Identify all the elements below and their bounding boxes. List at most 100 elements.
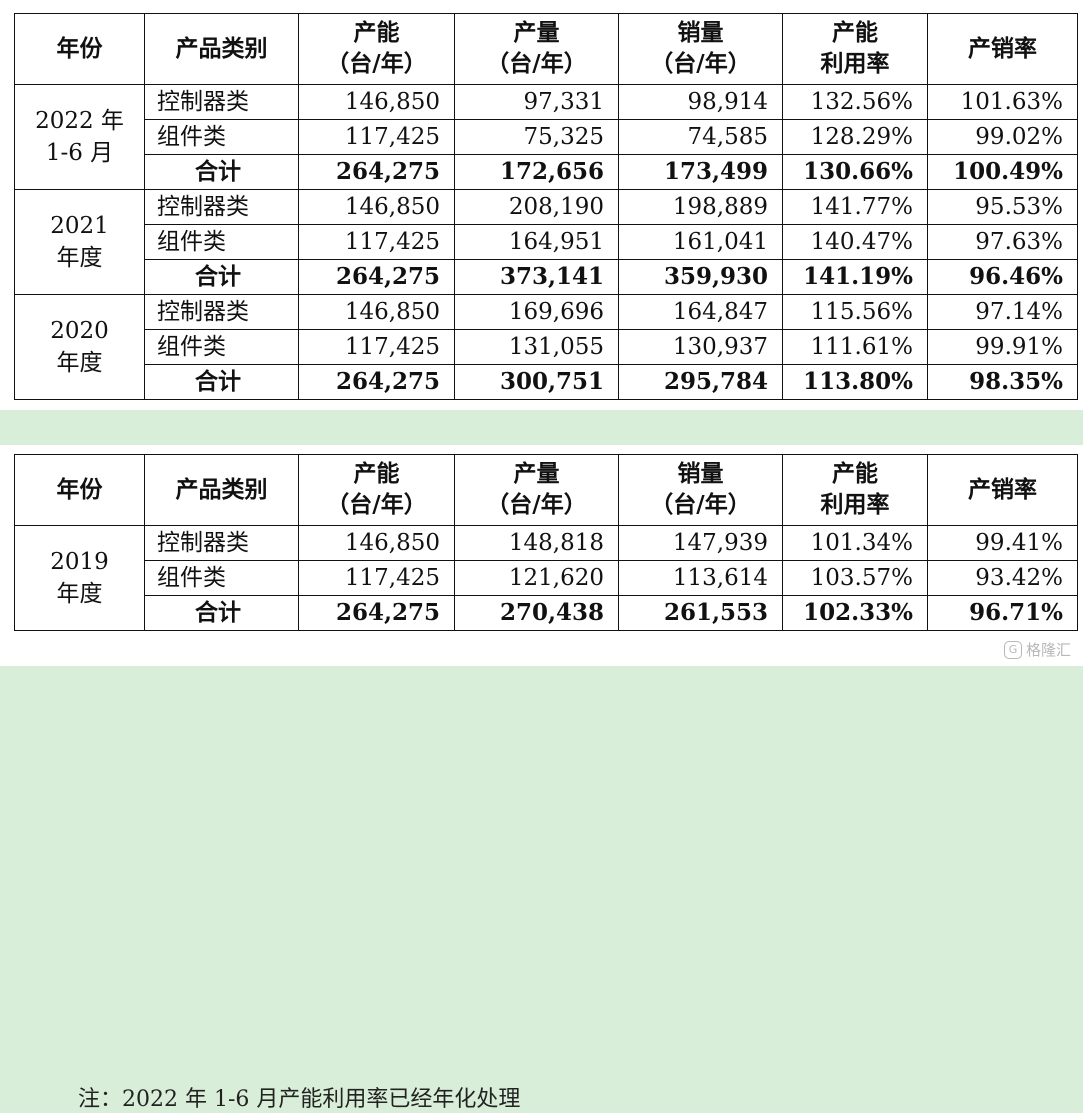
output-cell: 373,141 — [454, 259, 619, 295]
header-category: 产品类别 — [144, 454, 299, 526]
utilization-cell: 130.66% — [782, 154, 928, 190]
table-row: 2021 年度 控制器类 146,850 208,190 198,889 141.77% 95… — [14, 189, 1078, 295]
header-sales: 销量 （台/年） — [618, 454, 783, 526]
capacity-table-2020-2022: 年份 产品类别 产能 （台/年） 产量 （台/年） 销量 （台/年） 产能 利用率 产销… — [14, 13, 1078, 400]
header-utilization: 产能 利用率 — [782, 454, 928, 526]
sales-cell: 161,041 — [618, 224, 783, 260]
total-row: 合计 264,275 373,141 359,930 141.19% 96.46% — [15, 259, 1078, 295]
header-year: 年份 — [14, 454, 145, 526]
header-utilization: 产能 利用率 — [782, 13, 928, 85]
total-row: 合计 264,275 172,656 173,499 130.66% 100.49% — [15, 154, 1078, 190]
utilization-cell: 132.56% — [782, 84, 928, 120]
capacity-cell: 264,275 — [298, 595, 455, 631]
sales-cell: 295,784 — [618, 364, 783, 400]
sales-cell: 98,914 — [618, 84, 783, 120]
utilization-cell: 101.34% — [782, 525, 928, 561]
category-cell: 合计 — [144, 595, 299, 631]
sell-through-cell: 98.35% — [927, 364, 1078, 400]
utilization-cell: 140.47% — [782, 224, 928, 260]
category-cell: 合计 — [144, 364, 299, 400]
sell-through-cell: 97.14% — [927, 294, 1078, 330]
sell-through-cell: 99.41% — [927, 525, 1078, 561]
capacity-cell: 117,425 — [298, 224, 455, 260]
table-row: 组件类 117,425 121,620 113,614 103.57% 93.42% — [15, 560, 1078, 596]
capacity-cell: 264,275 — [298, 259, 455, 295]
sales-cell: 359,930 — [618, 259, 783, 295]
capacity-cell: 146,850 — [298, 84, 455, 120]
header-capacity: 产能 （台/年） — [298, 454, 455, 526]
table-panel-top: 年份 产品类别 产能 （台/年） 产量 （台/年） 销量 （台/年） 产能 利用率 产销… — [0, 0, 1083, 410]
table-row: 2022 年 1-6 月控制器类 146,850 97,331 98,914 132.56… — [14, 84, 1078, 190]
sell-through-cell: 95.53% — [927, 189, 1078, 225]
category-cell: 控制器类 — [144, 84, 299, 120]
sell-through-cell: 101.63% — [927, 84, 1078, 120]
table-row: 组件类 117,425 164,951 161,041 140.47% 97.63% — [15, 224, 1078, 260]
utilization-cell: 111.61% — [782, 329, 928, 365]
utilization-cell: 141.77% — [782, 189, 928, 225]
output-cell: 131,055 — [454, 329, 619, 365]
footnote: 注：2022 年 1-6 月产能利用率已经年化处理 — [78, 1087, 521, 1112]
table-row: 组件类 117,425 131,055 130,937 111.61% 99.91% — [15, 329, 1078, 365]
utilization-cell: 113.80% — [782, 364, 928, 400]
total-row: 合计 264,275 270,438 261,553 102.33% 96.71% — [15, 595, 1078, 631]
utilization-cell: 141.19% — [782, 259, 928, 295]
header-row: 年份 产品类别 产能 （台/年） 产量 （台/年） 销量 （台/年） 产能 利用率 产销… — [14, 454, 1078, 526]
table-row: 组件类 117,425 75,325 74,585 128.29% 99.02% — [15, 119, 1078, 155]
sales-cell: 164,847 — [618, 294, 783, 330]
output-cell: 169,696 — [454, 294, 619, 330]
utilization-cell: 102.33% — [782, 595, 928, 631]
capacity-cell: 117,425 — [298, 119, 455, 155]
header-output: 产量 （台/年） — [454, 454, 619, 526]
output-cell: 148,818 — [454, 525, 619, 561]
utilization-cell: 115.56% — [782, 294, 928, 330]
category-cell: 组件类 — [144, 224, 299, 260]
sell-through-cell: 99.02% — [927, 119, 1078, 155]
capacity-cell: 146,850 — [298, 525, 455, 561]
year-cell: 2022 年 1-6 月 — [14, 84, 145, 190]
capacity-cell: 146,850 — [298, 189, 455, 225]
capacity-cell: 117,425 — [298, 560, 455, 596]
sales-cell: 113,614 — [618, 560, 783, 596]
header-sell-through: 产销率 — [927, 454, 1078, 526]
utilization-cell: 103.57% — [782, 560, 928, 596]
total-row: 合计 264,275 300,751 295,784 113.80% 98.35% — [15, 364, 1078, 400]
output-cell: 172,656 — [454, 154, 619, 190]
sales-cell: 74,585 — [618, 119, 783, 155]
sell-through-cell: 93.42% — [927, 560, 1078, 596]
sales-cell: 261,553 — [618, 595, 783, 631]
category-cell: 组件类 — [144, 119, 299, 155]
category-cell: 控制器类 — [144, 525, 299, 561]
capacity-cell: 146,850 — [298, 294, 455, 330]
output-cell: 164,951 — [454, 224, 619, 260]
header-row: 年份 产品类别 产能 （台/年） 产量 （台/年） 销量 （台/年） 产能 利用率 产销… — [14, 13, 1078, 85]
header-output: 产量 （台/年） — [454, 13, 619, 85]
header-year: 年份 — [14, 13, 145, 85]
table-panel-bottom: 年份 产品类别 产能 （台/年） 产量 （台/年） 销量 （台/年） 产能 利用率 产销… — [0, 445, 1083, 1112]
year-cell: 2019 年度 — [14, 525, 145, 631]
sell-through-cell: 96.46% — [927, 259, 1078, 295]
capacity-cell: 264,275 — [298, 364, 455, 400]
table-body: 2022 年 1-6 月控制器类 146,850 97,331 98,914 132.56… — [14, 84, 1078, 400]
category-cell: 控制器类 — [144, 189, 299, 225]
category-cell: 合计 — [144, 154, 299, 190]
capacity-table-2019: 年份 产品类别 产能 （台/年） 产量 （台/年） 销量 （台/年） 产能 利用率 产销… — [14, 454, 1078, 631]
header-capacity: 产能 （台/年） — [298, 13, 455, 85]
table-row: 2019 年度 控制器类 146,850 148,818 147,939 101.34% 99… — [14, 525, 1078, 631]
sell-through-cell: 99.91% — [927, 329, 1078, 365]
sales-cell: 147,939 — [618, 525, 783, 561]
sales-cell: 130,937 — [618, 329, 783, 365]
header-category: 产品类别 — [144, 13, 299, 85]
year-cell: 2021 年度 — [14, 189, 145, 295]
header-sales: 销量 （台/年） — [618, 13, 783, 85]
table-body: 2019 年度 控制器类 146,850 148,818 147,939 101.34% 99… — [14, 525, 1078, 631]
watermark: G 格隆汇 — [1003, 639, 1071, 660]
watermark-text: 格隆汇 — [1025, 641, 1071, 659]
capacity-cell: 264,275 — [298, 154, 455, 190]
sell-through-cell: 97.63% — [927, 224, 1078, 260]
output-cell: 270,438 — [454, 595, 619, 631]
table-row: 2020 年度 控制器类 146,850 169,696 164,847 115.56% 97… — [14, 294, 1078, 400]
gelonghui-logo-icon: G — [1003, 640, 1022, 659]
output-cell: 75,325 — [454, 119, 619, 155]
category-cell: 合计 — [144, 259, 299, 295]
category-cell: 控制器类 — [144, 294, 299, 330]
